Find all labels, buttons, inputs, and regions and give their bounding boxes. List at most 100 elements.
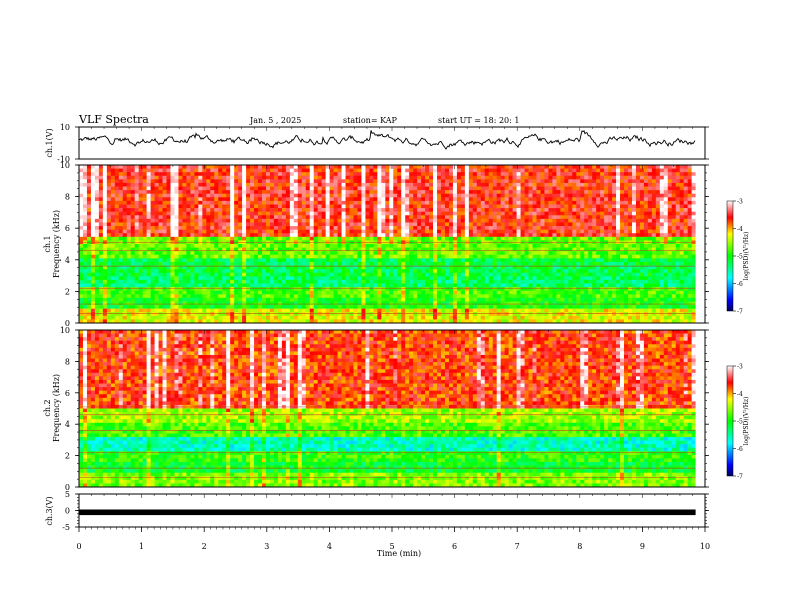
spectrogram-cell [624,261,629,266]
spectrogram-cell [548,208,553,212]
spectrogram-cell [651,172,657,177]
spectrogram-cell [548,168,553,173]
spectrogram-cell [452,168,458,173]
spectrogram-cell [369,193,374,198]
spectrogram-cell [82,179,88,184]
spectrogram-cell [576,165,581,169]
spectrogram-cell [675,215,680,220]
spectrogram-cell [417,208,422,212]
spectrogram-cell [158,197,163,202]
spectrogram-cell [325,186,330,191]
spectrogram-cell [635,215,641,220]
spectrogram-cell [178,251,183,256]
spectrogram-cell [134,254,139,259]
spectrogram-cell [655,265,661,270]
spectrogram-cell [393,204,398,209]
spectrogram-cell [389,261,394,266]
spectrogram-cell [230,261,235,266]
spectrogram-cell [194,190,199,195]
spectrogram-cell [377,251,382,256]
spectrogram-cell [643,182,649,187]
spectrogram-cell [214,197,219,202]
spectrogram-cell [106,272,112,277]
spectrogram-cell [269,186,275,191]
spectrogram-cell [627,172,633,177]
spectrogram-cell [154,269,159,274]
spectrogram-cell [488,236,494,241]
spectrogram-cell [369,208,374,212]
spectrogram-cell [639,251,645,256]
spectrogram-cell [405,218,410,223]
spectrogram-cell [687,204,692,209]
spectrogram-cell [616,215,621,220]
spectrogram-cell [285,208,291,212]
spectrogram-cell [500,226,505,230]
spectrogram-cell [130,251,135,256]
spectrogram-cell [230,254,235,259]
spectrogram-cell [596,226,601,230]
spectrogram-cell [94,215,100,220]
spectrogram-cell [214,200,219,205]
spectrogram-cell [528,236,533,241]
spectrogram-cell [588,197,593,202]
spectrogram-cell [198,172,203,177]
spectrogram-cell [627,186,633,191]
spectrogram-cell [162,251,167,256]
spectrogram-cell [182,265,187,270]
spectrogram-cell [492,236,498,241]
spectrogram-cell [381,218,386,223]
spectrogram-cell [544,204,549,209]
spectrogram-cell [345,261,350,266]
spectrogram-cell [635,251,641,256]
spectrogram-cell [150,204,155,209]
spectrogram-cell [687,211,692,216]
spectrogram-cell [230,215,235,220]
spectrogram-cell [592,236,597,241]
spectrogram-cell [222,218,227,223]
spectrogram-cell [146,204,151,209]
spectrogram-cell [261,236,267,241]
spectrogram-cell [421,236,426,241]
spectrogram-cell [667,211,673,216]
spectrogram-cell [269,208,275,212]
spectrogram-cell [456,229,462,234]
spectrogram-cell [170,244,175,248]
spectrogram-cell [329,165,334,169]
spectrogram-cell [560,265,565,270]
spectrogram-cell [246,165,251,169]
spectrogram-cell [158,168,163,173]
spectrogram-cell [234,186,239,191]
spectrogram-cell [106,258,112,263]
spectrogram-cell [456,244,462,248]
spectrogram-cell [401,172,406,177]
spectrogram-cell [556,269,561,274]
spectrogram-cell [568,236,573,241]
spectrogram-cell [194,208,199,212]
spectrogram-cell [620,233,625,238]
spectrogram-cell [687,190,692,195]
spectrogram-cell [230,182,235,187]
spectrogram-cell [250,165,255,169]
spectrogram-cell [289,269,295,274]
spectrogram-cell [313,247,318,252]
spectrogram-cell [460,211,466,216]
spectrogram-cell [556,193,561,198]
spectrogram-cell [305,215,311,220]
spectrogram-cell [564,251,569,256]
spectrogram-cell [333,215,338,220]
spectrogram-cell [484,172,490,177]
spectrogram-cell [373,197,378,202]
spectrogram-cell [417,254,422,259]
spectrogram-cell [584,208,589,212]
spectrogram-cell [146,272,151,277]
spectrogram-cell [361,236,366,241]
spectrogram-cell [114,208,120,212]
spectrogram-cell [437,233,442,238]
spectrogram-cell [230,258,235,263]
spectrogram-cell [659,193,665,198]
spectrogram-cell [588,254,593,259]
spectrogram-cell [126,165,132,169]
spectrogram-cell [285,168,291,173]
spectrogram-cell [297,193,303,198]
spectrogram-cell [417,247,422,252]
